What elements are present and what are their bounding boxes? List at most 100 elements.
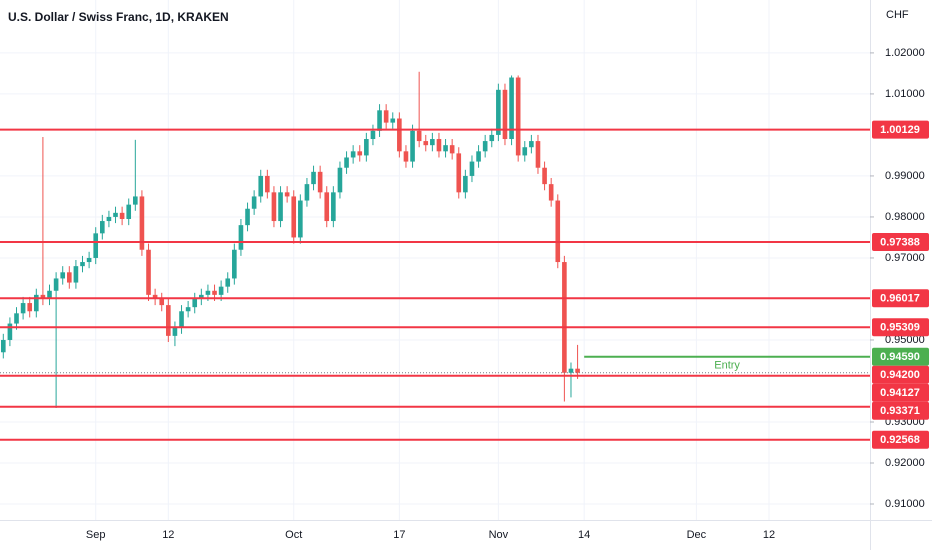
candle-body [502, 89, 508, 140]
entry-label: 0.94590 [880, 351, 920, 363]
candle-body [205, 290, 211, 295]
x-tick-label: Dec [687, 529, 707, 541]
candle-body [152, 294, 158, 299]
candle-body [20, 303, 26, 314]
candle-body [410, 130, 415, 162]
candle-body [482, 141, 488, 152]
x-tick-label: Nov [489, 529, 509, 541]
level-label: 0.97388 [880, 236, 920, 248]
level-label: 0.94127 [880, 387, 920, 399]
chart-title: U.S. Dollar / Swiss Franc, 1D, KRAKEN [8, 10, 229, 24]
y-unit: CHF [886, 9, 909, 21]
candle-body [113, 212, 118, 217]
candle-body [199, 294, 204, 299]
candle-body [47, 290, 52, 299]
x-tick-label: Sep [86, 529, 106, 541]
candle-body [397, 118, 402, 152]
candle-body [33, 294, 39, 312]
candle-body [86, 257, 92, 263]
x-tick-label: Oct [285, 529, 302, 541]
last-price-label: 0.94200 [880, 369, 920, 381]
grid [0, 0, 870, 520]
candle-body [331, 192, 336, 222]
y-tick-label: 0.97000 [885, 252, 925, 264]
level-label-bg [872, 401, 929, 420]
candle-body [159, 298, 165, 306]
candle-body [555, 200, 561, 263]
candle-body [529, 141, 534, 148]
candle-body [535, 141, 541, 168]
x-tick-label: 17 [393, 529, 405, 541]
level-label: 0.93371 [880, 405, 920, 417]
candle-body [403, 151, 409, 162]
candle-body [291, 196, 297, 238]
y-tick-label: 0.92000 [885, 457, 925, 469]
y-tick-label: 0.98000 [885, 211, 925, 223]
candle-body [364, 139, 369, 156]
level-label: 1.00129 [880, 124, 920, 136]
last-price-label-bg [872, 365, 929, 384]
level-label-bg [872, 383, 929, 402]
y-tick-label: 1.01000 [885, 88, 925, 100]
x-tick-label: 14 [578, 529, 590, 541]
candle-body [106, 216, 112, 222]
level-label-bg [872, 289, 929, 308]
y-tick-label: 0.99000 [885, 170, 925, 182]
candle-body [73, 266, 79, 283]
candle-body [496, 89, 501, 135]
candle-body [218, 286, 224, 295]
entry-text: Entry [714, 360, 740, 372]
candle-body [456, 153, 462, 193]
candle-body [27, 303, 33, 312]
candle-body [515, 77, 521, 156]
candle-body [350, 151, 356, 158]
candle-body [317, 171, 323, 193]
level-label: 0.92568 [880, 434, 920, 446]
y-tick-label: 1.02000 [885, 47, 925, 59]
candle-body [80, 262, 85, 267]
candle-body [423, 141, 429, 146]
candle-body [192, 298, 198, 308]
candle-body [370, 130, 376, 140]
candle-body [476, 151, 481, 162]
candle-body [416, 130, 422, 142]
candle-body [449, 145, 455, 154]
x-tick-label: 12 [162, 529, 174, 541]
axis-labels: Sep 12 Oct 17 Nov 14 Dec 12 1.02000 1.01000 0.9900… [86, 47, 929, 541]
candle-body [430, 139, 435, 146]
candle-body [463, 175, 468, 193]
candle-body [324, 192, 330, 222]
entry-label-bg [872, 347, 929, 366]
candle-body [436, 139, 442, 152]
candle-body [562, 262, 567, 373]
candle-body [357, 151, 363, 156]
candle-body [265, 175, 270, 193]
candle-body [390, 118, 396, 123]
level-label-bg [872, 120, 929, 139]
candle-body [100, 221, 105, 234]
candle-body [377, 110, 382, 131]
candle-body [245, 208, 250, 226]
candle-body [337, 167, 343, 193]
candle-body [14, 313, 19, 324]
level-label-bg [872, 430, 929, 449]
candle-body [258, 175, 264, 197]
candle-body [469, 161, 475, 176]
candle-body [166, 305, 171, 336]
candle-body [133, 196, 138, 205]
candle-body [93, 233, 99, 258]
candle-body [522, 147, 528, 156]
candle-body [139, 196, 145, 250]
level-label-bg [872, 233, 929, 252]
level-label: 0.95309 [880, 322, 920, 334]
candle-body [179, 311, 184, 328]
candle-body [489, 134, 495, 142]
candle-body [53, 278, 59, 291]
candle-body [542, 167, 547, 185]
y-tick-label: 0.91000 [885, 498, 925, 510]
candle-body [172, 327, 178, 336]
candle-body [271, 192, 277, 222]
y-tick-label: 0.95000 [885, 334, 925, 346]
candle-body [568, 368, 574, 373]
